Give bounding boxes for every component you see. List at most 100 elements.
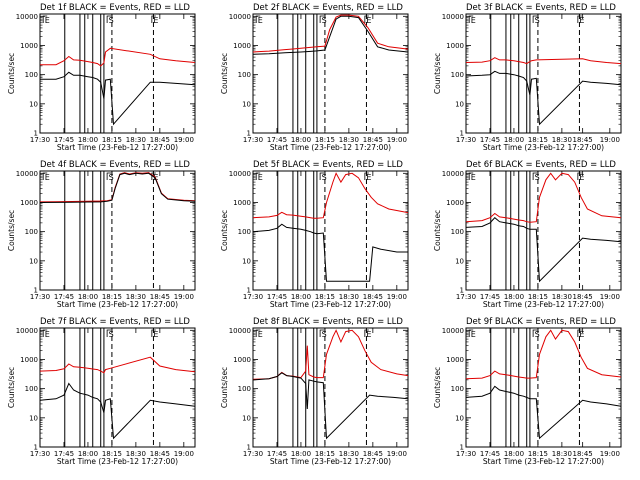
interval-marker xyxy=(532,329,538,337)
y-axis-label: Counts/sec xyxy=(220,53,229,94)
interval-marker xyxy=(42,329,48,337)
x-tick-label: 18:45 xyxy=(150,136,170,144)
y-tick-label: 100 xyxy=(238,228,251,236)
y-tick-label: 1 xyxy=(247,287,251,295)
y-axis-label: Counts/sec xyxy=(7,53,16,94)
y-axis-label: Counts/sec xyxy=(220,210,229,251)
panel-8: Det 8f BLACK = Events, RED = LLD 1 10 100 10… xyxy=(220,317,409,466)
series-lld-line xyxy=(466,172,621,223)
x-tick-label: 17:30 xyxy=(30,136,50,144)
y-axis-label: Counts/sec xyxy=(220,367,229,408)
interval-marker-label: E xyxy=(471,16,476,25)
interval-marker xyxy=(577,329,582,337)
y-axis-label: Counts/sec xyxy=(433,367,442,408)
x-axis-label: Start Time (23-Feb-12 17:27:00) xyxy=(483,457,604,466)
interval-marker-label: E xyxy=(366,330,371,339)
series-events-line xyxy=(466,385,621,440)
plot-frame xyxy=(39,13,196,134)
x-axis-label: Start Time (23-Feb-12 17:27:00) xyxy=(270,143,391,152)
x-tick-label: 17:30 xyxy=(243,450,263,458)
y-tick-label: 1000 xyxy=(446,42,464,50)
interval-marker xyxy=(106,329,112,337)
series-events-line xyxy=(253,15,408,55)
y-tick-label: 10 xyxy=(242,100,251,108)
x-tick-label: 17:45 xyxy=(267,136,287,144)
panel-title: Det 7f BLACK = Events, RED = LLD xyxy=(40,317,190,327)
panel-title: Det 2f BLACK = Events, RED = LLD xyxy=(253,3,403,13)
panel-5: Det 5f BLACK = Events, RED = LLD 1 10 100 10… xyxy=(220,160,409,309)
x-tick-label: 18:45 xyxy=(573,450,593,458)
x-axis-label: Start Time (23-Feb-12 17:27:00) xyxy=(57,457,178,466)
y-tick-label: 100 xyxy=(25,385,38,393)
x-tick-label: 17:45 xyxy=(480,450,500,458)
interval-marker xyxy=(532,172,538,180)
y-tick-label: 10 xyxy=(455,257,464,265)
interval-marker-label: E xyxy=(258,16,263,25)
y-tick-label: 100 xyxy=(451,228,464,236)
x-axis-label: Start Time (23-Feb-12 17:27:00) xyxy=(57,300,178,309)
y-tick-label: 10000 xyxy=(229,327,251,335)
plot-frame xyxy=(465,13,622,134)
y-tick-label: 100 xyxy=(25,71,38,79)
x-tick-label: 19:00 xyxy=(387,450,407,458)
x-tick-label: 17:30 xyxy=(30,450,50,458)
y-axis-label: Counts/sec xyxy=(7,210,16,251)
x-tick-label: 18:00 xyxy=(78,136,98,144)
y-tick-label: 1000 xyxy=(233,199,251,207)
x-tick-label: 18:30 xyxy=(339,450,359,458)
x-tick-label: 17:45 xyxy=(54,293,74,301)
y-tick-label: 1 xyxy=(247,444,251,452)
x-tick-label: 18:45 xyxy=(363,136,383,144)
interval-marker xyxy=(42,15,48,23)
interval-marker-label: S xyxy=(109,330,114,339)
y-tick-label: 10 xyxy=(29,414,38,422)
series-lld-line xyxy=(466,329,621,380)
interval-marker xyxy=(255,15,261,23)
series-events-line xyxy=(253,372,408,440)
interval-marker-label: E xyxy=(366,173,371,182)
y-tick-label: 10000 xyxy=(16,170,38,178)
interval-marker-label: E xyxy=(153,16,158,25)
x-tick-label: 19:00 xyxy=(174,450,194,458)
interval-marker-label: S xyxy=(322,173,327,182)
interval-marker xyxy=(151,329,156,337)
interval-marker-label: S xyxy=(109,173,114,182)
interval-marker xyxy=(255,172,261,180)
panel-title: Det 3f BLACK = Events, RED = LLD xyxy=(466,3,616,13)
x-tick-label: 18:15 xyxy=(528,293,548,301)
x-tick-label: 17:45 xyxy=(480,136,500,144)
x-tick-label: 18:00 xyxy=(504,293,524,301)
panel-7: Det 7f BLACK = Events, RED = LLD 1 10 100 10… xyxy=(7,317,196,466)
y-tick-label: 1 xyxy=(460,130,464,138)
x-tick-label: 18:45 xyxy=(150,293,170,301)
x-tick-label: 17:30 xyxy=(456,450,476,458)
y-tick-label: 10000 xyxy=(229,170,251,178)
y-tick-label: 1 xyxy=(34,444,38,452)
y-tick-label: 1 xyxy=(460,287,464,295)
x-tick-label: 18:00 xyxy=(291,450,311,458)
panel-title: Det 5f BLACK = Events, RED = LLD xyxy=(253,160,403,170)
x-axis-label: Start Time (23-Feb-12 17:27:00) xyxy=(483,143,604,152)
interval-marker xyxy=(468,15,474,23)
x-tick-label: 18:00 xyxy=(78,450,98,458)
interval-marker xyxy=(577,15,582,23)
x-tick-label: 18:45 xyxy=(363,450,383,458)
x-tick-label: 18:15 xyxy=(315,293,335,301)
x-axis-label: Start Time (23-Feb-12 17:27:00) xyxy=(270,300,391,309)
interval-marker-label: S xyxy=(535,330,540,339)
interval-marker-label: E xyxy=(258,173,263,182)
interval-marker-label: E xyxy=(258,330,263,339)
x-tick-label: 17:30 xyxy=(30,293,50,301)
interval-marker xyxy=(364,172,369,180)
x-tick-label: 19:00 xyxy=(387,136,407,144)
interval-marker xyxy=(106,172,112,180)
plot-frame xyxy=(39,327,196,448)
y-tick-label: 1000 xyxy=(446,199,464,207)
panel-4: Det 4f BLACK = Events, RED = LLD 1 10 100 10… xyxy=(7,160,196,309)
interval-marker-label: S xyxy=(535,16,540,25)
series-lld-line xyxy=(40,172,195,203)
panel-title: Det 8f BLACK = Events, RED = LLD xyxy=(253,317,403,327)
y-axis-label: Counts/sec xyxy=(433,53,442,94)
series-lld-line xyxy=(253,172,408,219)
y-tick-label: 100 xyxy=(238,385,251,393)
